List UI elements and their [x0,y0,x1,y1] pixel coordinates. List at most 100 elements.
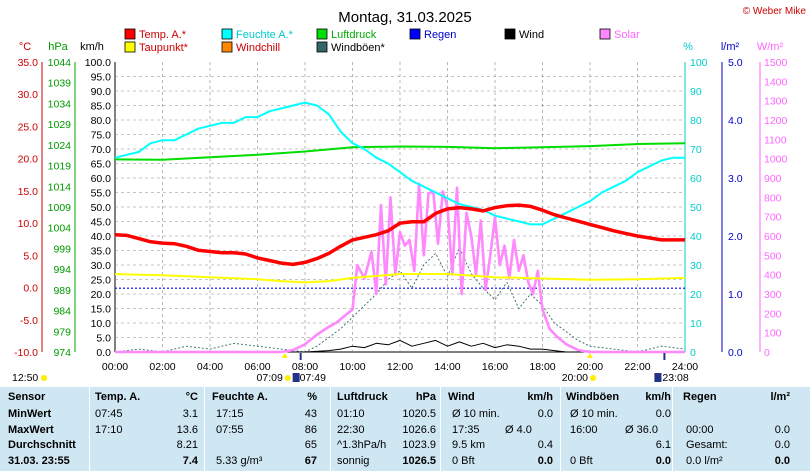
x-tick-label: 08:00 [292,361,318,373]
pressure-tick-label: 1034 [48,98,72,110]
wind-value: 0.0 [537,455,553,467]
pressure-tick-label: 1044 [48,57,72,69]
solar-tick-label: 200 [764,308,782,320]
wind-tick-label: 10.0 [91,318,112,330]
row-label: MaxWert [8,424,54,436]
temp-axis-unit: °C [19,41,31,53]
humidity-value: 67 [304,455,317,467]
legend-swatch [316,41,328,53]
series-line-solar [115,182,685,354]
wind-time: Ø 10 min. [452,408,500,420]
legend-swatch [124,28,136,40]
temp-tick-label: -10.0 [14,347,38,359]
solar-tick-label: 500 [764,250,782,262]
pressure-value: 1026.5 [402,455,436,467]
sun-icon [41,375,47,381]
moonrise-icon [292,373,300,382]
series-line-luftdruck [114,142,686,161]
header-gust-unit: km/h [645,391,671,403]
solar-tick-label: 800 [764,192,782,204]
legend-label: Feuchte A.* [236,29,294,41]
legend-label: Windchill [236,42,280,54]
x-tick-label: 00:00 [102,361,128,373]
wind-tick-label: 85.0 [91,101,112,113]
wind-tick-label: 5.0 [96,333,111,345]
pressure-time: 22:30 [337,424,365,436]
pressure-tick-label: 1039 [48,78,72,90]
humidity-value: 65 [304,439,317,451]
wind-tick-label: 90.0 [91,86,112,98]
rain-time: Gesamt: [686,439,728,451]
wind-time: 0 Bft [452,455,475,467]
wind-mid: Ø 4.0 [505,424,532,436]
pressure-tick-label: 1029 [48,119,72,131]
temp-value: 7.4 [182,455,198,467]
header-wind-unit: km/h [527,391,553,403]
rain-tick-label: 0.0 [728,347,743,359]
temp-time: 07:45 [95,408,123,420]
wind-tick-label: 100.0 [85,57,111,69]
humidity-tick-label: 0 [690,347,696,359]
series-line-taupunkt [114,273,686,284]
gust-time: 0 Bft [570,455,593,467]
humidity-tick-label: 90 [690,86,702,98]
stats-table: Sensor Temp. A. °C Feuchte A.% Luftdruck hPa W… [0,387,810,471]
temp-tick-label: 25.0 [18,121,39,133]
copyright-text: © Weber Mike [743,6,807,17]
x-tick-label: 20:00 [577,361,603,373]
grid [115,62,685,352]
humidity-tick-label: 20 [690,289,702,301]
x-tick-label: 02:00 [149,361,175,373]
pressure-time: 01:10 [337,408,365,420]
wind-tick-label: 55.0 [91,188,112,200]
wind-tick-label: 80.0 [91,115,112,127]
x-tick-label: 24:00 [672,361,698,373]
temp-tick-label: 35.0 [18,57,39,69]
x-tick-label: 22:00 [624,361,650,373]
wind-tick-label: 50.0 [91,202,112,214]
pressure-tick-label: 994 [53,264,71,276]
solar-tick-label: 1400 [764,76,788,88]
legend-label: Luftdruck [331,29,377,41]
table-divider [204,387,205,471]
humidity-tick-label: 70 [690,144,702,156]
pressure-tick-label: 974 [53,347,71,359]
rain-tick-label: 4.0 [728,115,743,127]
wind-value: 0.0 [537,408,553,420]
solar-tick-label: 700 [764,212,782,224]
pressure-value: 1020.5 [402,408,436,420]
pressure-tick-label: 1024 [48,140,72,152]
wind-time: 9.5 km [452,439,486,451]
gust-time: Ø 10 min. [570,408,618,420]
header-pressure: Luftdruck [337,391,388,403]
temp-value: 3.1 [182,408,198,420]
legend-swatch [504,28,516,40]
humidity-tick-label: 10 [690,318,702,330]
legend-swatch [409,28,421,40]
wind-tick-label: 25.0 [91,275,112,287]
rain-value: 0.0 [774,439,790,451]
humidity-time: 5.33 g/m³ [216,455,263,467]
temp-value: 8.21 [176,439,198,451]
table-divider [672,387,673,471]
gust-time: 16:00 [570,424,598,436]
pressure-time: sonnig [337,455,370,467]
rain-value: 0.0 [774,455,790,467]
pressure-tick-label: 1009 [48,202,72,214]
humidity-time: 07:55 [216,424,244,436]
rain-tick-label: 2.0 [728,231,743,243]
wind-tick-label: 75.0 [91,130,112,142]
series-line-temp-a [114,203,685,267]
x-tick-label: 14:00 [434,361,460,373]
pressure-value: 1026.6 [402,424,436,436]
humidity-value: 86 [304,424,317,436]
weather-chart: Montag, 31.03.2025 © Weber Mike Temp. A.… [12,6,807,384]
series-group [114,101,686,354]
legend-swatch [221,41,233,53]
solar-tick-label: 1500 [764,57,788,69]
pressure-tick-label: 1019 [48,161,72,173]
x-tick-label: 10:00 [339,361,365,373]
solar-tick-label: 600 [764,231,782,243]
humidity-time: 17:15 [216,408,244,420]
header-temp-unit: °C [185,391,198,403]
